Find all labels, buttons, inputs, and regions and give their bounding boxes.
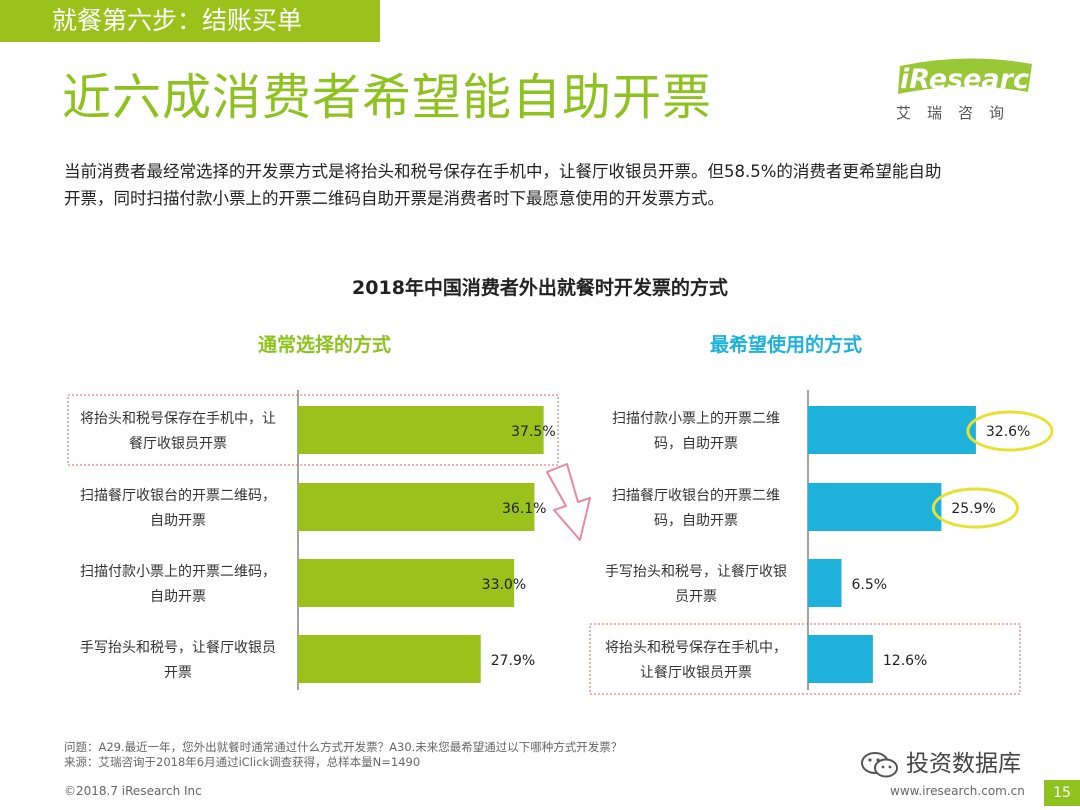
page-title: 近六成消费者希望能自助开票 [62,69,713,126]
category-label: 扫描付款小票上的开票二维码， [80,564,276,580]
copyright: ©2018.7 iResearch Inc [64,784,202,798]
footnote-question: 问题：A29.最近一年，您外出就餐时通常通过什么方式开发票？A30.未来您最希望… [64,740,623,754]
data-label: 25.9% [951,501,995,517]
category-label: 码，自助开票 [654,436,738,452]
bar [298,406,544,454]
bar [298,559,515,607]
category-label: 让餐厅收银员开票 [640,665,752,681]
logo-wordmark: iResearch [900,64,1049,95]
page-number: 15 [1044,780,1080,806]
category-label: 餐厅收银员开票 [129,436,227,452]
footnote: 问题：A29.最近一年，您外出就餐时通常通过什么方式开发票？A30.未来您最希望… [64,740,622,770]
chart-title: 2018年中国消费者外出就餐时开发票的方式 [352,277,728,299]
data-label: 33.0% [482,577,526,593]
highlight-circle [931,487,1019,529]
wechat-watermark: 投资数据库 [860,744,1021,780]
website-url: www.iresearch.com.cn [890,784,1025,798]
wechat-icon [861,751,898,777]
data-label: 32.6% [986,424,1030,440]
transition-arrow-icon [546,463,591,541]
data-label: 12.6% [883,653,927,669]
footnote-source: 来源：艾瑞咨询于2018年6月通过iClick调查获得，总样本量N=1490 [64,755,421,769]
highlight-circle [966,410,1054,452]
bar [808,483,942,531]
category-label: 开票 [164,665,192,681]
left-chart-title: 通常选择的方式 [258,334,392,356]
category-label: 扫描付款小票上的开票二维 [612,411,780,427]
category-label: 将抬头和税号保存在手机中， [605,640,787,656]
highlight-box [589,623,1021,695]
summary-text: 当前消费者最经常选择的开发票方式是将抬头和税号保存在手机中，让餐厅收银员开票。但… [64,158,1024,212]
data-label: 36.1% [502,501,546,517]
data-label: 27.9% [491,653,535,669]
bar [808,559,842,607]
bar [298,483,535,531]
summary-line: 开票，同时扫描付款小票上的开票二维码自助开票是消费者时下最愿意使用的开发票方式。 [64,189,724,208]
iresearch-logo: iResearch 艾瑞咨询 [892,58,1048,126]
step-label: 就餐第六步：结账买单 [0,0,380,42]
right-chart-title: 最希望使用的方式 [710,334,863,356]
category-label: 自助开票 [150,513,206,529]
data-label: 37.5% [511,424,555,440]
category-label: 扫描餐厅收银台的开票二维码， [80,488,276,504]
category-label: 码，自助开票 [654,513,738,529]
category-label: 扫描餐厅收银台的开票二维 [612,488,780,504]
logo-swoosh-icon [898,58,1032,94]
highlight-box [67,394,559,466]
bar [808,406,976,454]
bar [808,635,873,683]
logo-subtitle: 艾瑞咨询 [896,104,1021,122]
category-label: 手写抬头和税号，让餐厅收银员 [80,640,276,656]
category-label: 自助开票 [150,589,206,605]
category-label: 手写抬头和税号，让餐厅收银 [605,564,787,580]
summary-line: 当前消费者最经常选择的开发票方式是将抬头和税号保存在手机中，让餐厅收银员开票。但… [64,162,942,181]
category-label: 员开票 [675,589,717,605]
bar [298,635,481,683]
data-label: 6.5% [851,577,887,593]
category-label: 将抬头和税号保存在手机中，让 [80,411,276,427]
bar-charts: 37.5%将抬头和税号保存在手机中，让餐厅收银员开票36.1%扫描餐厅收银台的开… [67,390,1054,695]
